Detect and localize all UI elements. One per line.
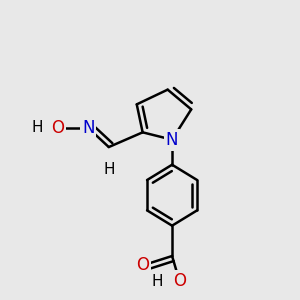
Text: N: N (166, 131, 178, 149)
Text: H: H (103, 162, 115, 177)
Text: O: O (51, 119, 64, 137)
Text: N: N (82, 119, 94, 137)
Text: H: H (152, 274, 163, 289)
Text: H: H (32, 120, 43, 135)
Text: O: O (136, 256, 149, 274)
Text: O: O (173, 272, 186, 290)
